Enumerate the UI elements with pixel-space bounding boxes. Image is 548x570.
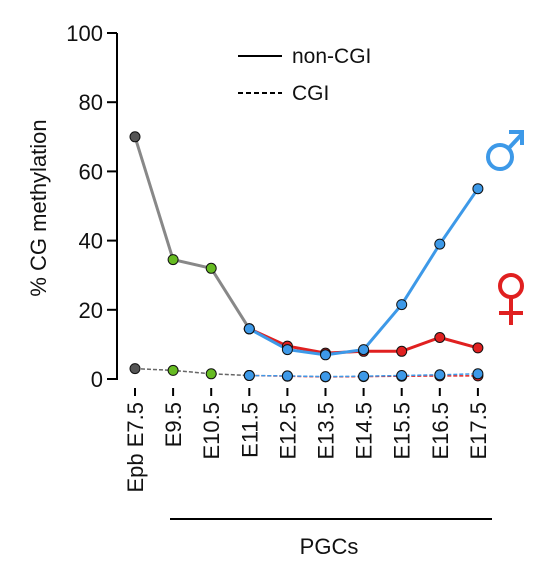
data-point-male_noncgi [396,299,408,311]
data-point-male_cgi [281,370,293,382]
y-axis-label: % CG methylation [26,119,51,296]
y-tick-label: 100 [66,21,103,46]
series-lines [133,136,480,378]
x-tick-label: E10.5 [199,402,224,460]
series-points [129,131,484,383]
data-point-female_noncgi [434,332,446,343]
y-ticks: 0 20 40 60 80 100 [66,21,117,392]
data-point-male_cgi [358,370,370,382]
legend-label-noncgi: non-CGI [292,45,371,68]
y-tick-label: 80 [79,90,103,115]
x-tick-label: E13.5 [314,402,339,460]
y-tick-label: 40 [79,229,103,254]
data-point-shared_cgi [129,363,141,375]
data-point-male_noncgi [281,344,293,356]
data-point-male_noncgi [358,344,370,356]
x-tick-label: E17.5 [466,402,491,460]
x-tick-label: Epb E7.5 [123,402,148,493]
x-tick-label: E11.5 [237,402,262,458]
x-ticks: Epb E7.5 E9.5 E10.5 E11.5 E12.5 E13.5 E14.5 E15… [123,388,491,493]
pgc-group-label: PGCs [300,534,359,559]
data-point-male_cgi [320,371,331,383]
x-tick-label: E16.5 [428,402,453,460]
y-tick-label: 0 [91,367,103,392]
series-line-shared_noncgi [133,136,251,330]
data-point-male_cgi [472,368,484,380]
x-tick-label: E9.5 [161,402,186,447]
y-tick-label: 20 [79,298,103,323]
x-tick-label: E12.5 [275,402,300,460]
series-line-male_noncgi [248,187,480,357]
data-point-male_noncgi [472,183,484,195]
x-tick-label: E14.5 [352,402,377,460]
data-point-female_noncgi [396,345,408,357]
data-point-female_noncgi [472,342,484,354]
data-point-shared_noncgi [129,131,141,143]
legend-label-cgi: CGI [292,82,329,105]
data-point-male_cgi [243,370,255,381]
series-line-shared_cgi [134,367,250,377]
data-point-shared_cgi [167,364,179,376]
data-point-male_noncgi [320,349,331,361]
data-point-shared_cgi [205,368,217,380]
y-tick-label: 60 [79,159,103,184]
male-symbol-icon [486,130,524,171]
data-point-male_cgi [434,369,446,381]
data-point-male_cgi [396,370,408,381]
data-point-shared_noncgi [167,254,179,266]
data-point-male_noncgi [243,323,255,335]
legend: non-CGI CGI [238,45,371,105]
x-tick-label: E15.5 [390,402,415,460]
female-symbol-icon [498,273,524,325]
data-point-shared_noncgi [205,262,217,274]
data-point-male_noncgi [434,238,446,250]
